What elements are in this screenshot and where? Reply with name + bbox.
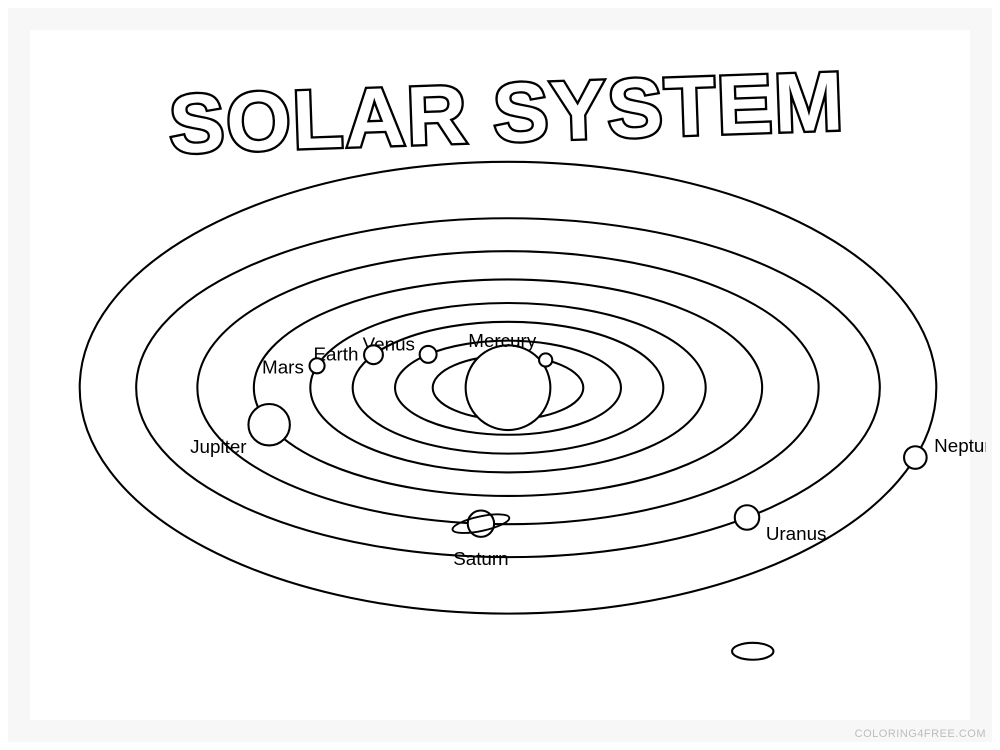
planet-uranus <box>735 505 759 529</box>
planet-earth <box>364 345 383 364</box>
solar-system-svg: SOLAR SYSTEMMercuryVenusEarthMarsJupiter… <box>30 30 986 736</box>
label-neptune: Neptune <box>934 435 986 456</box>
watermark-text: COLORING4FREE.COM <box>855 728 986 740</box>
planet-neptune <box>904 446 927 469</box>
sun <box>466 345 551 430</box>
planet-mercury <box>539 353 552 366</box>
label-mercury: Mercury <box>468 330 537 351</box>
page-frame: SOLAR SYSTEMMercuryVenusEarthMarsJupiter… <box>8 8 992 742</box>
extra-object-icon <box>732 643 773 660</box>
label-saturn: Saturn <box>453 548 508 569</box>
label-mars: Mars <box>262 356 304 377</box>
planet-venus <box>420 346 437 363</box>
page-title: SOLAR SYSTEM <box>168 54 847 171</box>
planet-mars <box>310 358 325 373</box>
label-uranus: Uranus <box>766 523 827 544</box>
planet-jupiter <box>248 404 289 445</box>
label-jupiter: Jupiter <box>190 436 246 457</box>
diagram-canvas: SOLAR SYSTEMMercuryVenusEarthMarsJupiter… <box>30 30 970 720</box>
